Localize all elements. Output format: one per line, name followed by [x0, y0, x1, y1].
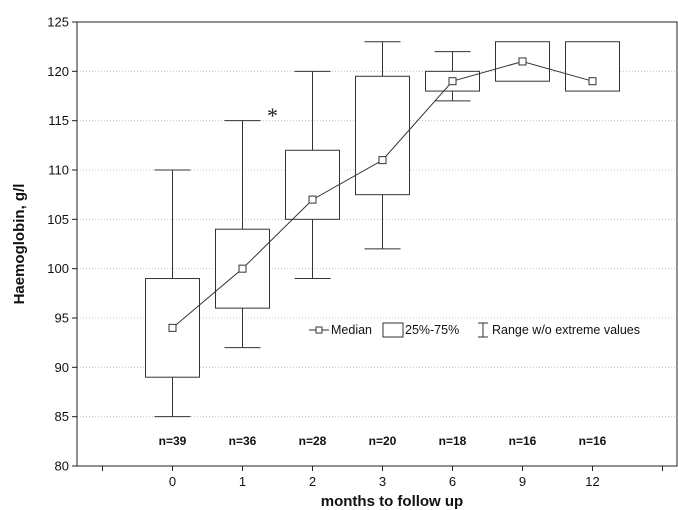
median-line: [168, 57, 597, 332]
x-tick-label-0: 0: [169, 474, 176, 489]
x-tick-label-1: 1: [239, 474, 246, 489]
legend-box-label: 25%-75%: [405, 323, 459, 337]
y-tick-label-90: 90: [55, 360, 69, 375]
x-axis-ticks: 0 1 2 3 6 9 12: [102, 466, 663, 489]
sample-size-label-9: n=16: [509, 434, 537, 448]
y-tick-label-80: 80: [55, 459, 69, 474]
sample-size-label-12: n=16: [579, 434, 607, 448]
median-point-6: [448, 77, 457, 86]
x-tick-label-3: 3: [379, 474, 386, 489]
sample-size-label-0: n=39: [159, 434, 187, 448]
sample-size-label-1: n=36: [229, 434, 257, 448]
annotation-asterisk-0: *: [267, 103, 278, 128]
legend-median-symbol: [309, 326, 329, 334]
median-point-2: [308, 195, 317, 204]
legend-box-symbol: [382, 322, 404, 338]
boxes: [145, 41, 620, 378]
y-tick-label-95: 95: [55, 311, 69, 326]
x-tick-label-2: 2: [309, 474, 316, 489]
sample-size-label-3: n=20: [369, 434, 397, 448]
box-3: [355, 75, 410, 196]
median-point-12: [588, 77, 597, 86]
median-point-1: [238, 264, 247, 273]
sample-size-label-2: n=28: [299, 434, 327, 448]
y-tick-label-110: 110: [48, 163, 69, 178]
annotations: *: [267, 103, 278, 128]
median-point-0: [168, 323, 177, 332]
legend-range-symbol: [478, 322, 488, 338]
y-tick-label-120: 120: [47, 64, 69, 79]
y-axis-title: Haemoglobin, g/l: [11, 184, 28, 305]
y-tick-label-85: 85: [55, 409, 69, 424]
y-axis-ticks: 80 85 90 95 100 105 110 115 120 125: [47, 15, 77, 474]
x-tick-label-9: 9: [519, 474, 526, 489]
plot-frame: [76, 21, 678, 467]
x-axis-title: months to follow up: [321, 493, 463, 510]
legend-range-label: Range w/o extreme values: [492, 323, 640, 337]
y-tick-label-105: 105: [47, 212, 69, 227]
whiskers: [154, 41, 471, 418]
box-2: [285, 149, 340, 220]
y-tick-label-125: 125: [47, 15, 69, 30]
median-point-3: [378, 156, 387, 165]
legend: Median 25%-75% Range w/o extreme values: [309, 322, 640, 338]
sample-size-label-6: n=18: [439, 434, 467, 448]
x-tick-label-6: 6: [449, 474, 456, 489]
y-tick-label-115: 115: [48, 113, 69, 128]
sample-size-labels: n=39 n=36 n=28 n=20 n=18 n=16 n=16: [159, 434, 607, 448]
legend-median-label: Median: [331, 323, 372, 337]
median-point-9: [518, 57, 527, 66]
y-tick-label-100: 100: [47, 261, 69, 276]
x-tick-label-12: 12: [585, 474, 599, 489]
